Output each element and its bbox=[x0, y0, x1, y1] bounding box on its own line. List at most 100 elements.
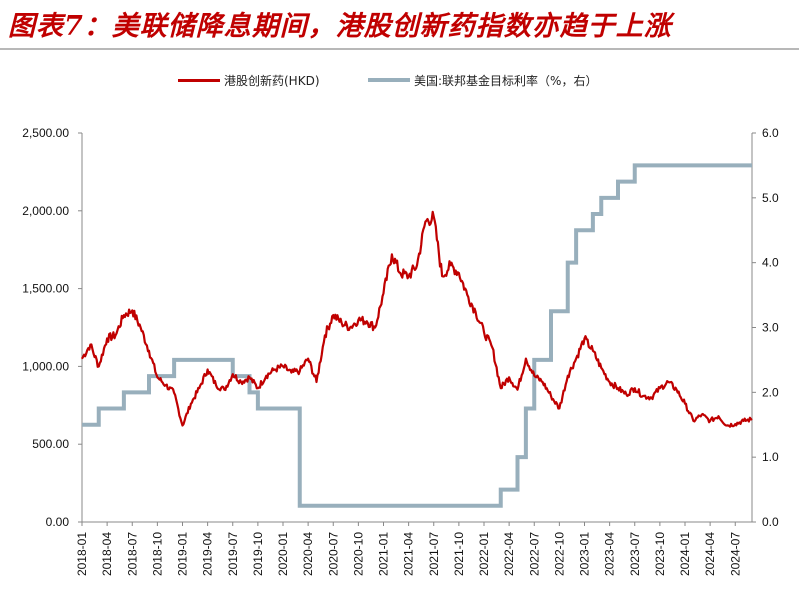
index-point bbox=[324, 334, 326, 336]
index-point bbox=[223, 389, 225, 391]
index-point bbox=[332, 314, 334, 316]
index-point bbox=[198, 387, 200, 389]
index-point bbox=[617, 387, 619, 389]
index-point bbox=[667, 381, 669, 383]
y-left-tick-label: 0.00 bbox=[46, 515, 70, 529]
index-point bbox=[567, 375, 569, 377]
legend-label-index: 港股创新药(HKD) bbox=[224, 73, 320, 88]
x-tick-label: 2018-01 bbox=[75, 532, 89, 576]
index-point bbox=[165, 384, 167, 386]
x-tick-label: 2019-07 bbox=[226, 532, 240, 576]
index-point bbox=[449, 264, 452, 266]
index-point bbox=[433, 216, 435, 218]
index-point bbox=[341, 322, 343, 324]
index-point bbox=[575, 358, 577, 360]
index-point bbox=[583, 337, 586, 339]
x-tick-label: 2021-07 bbox=[427, 532, 441, 576]
x-tick-label: 2023-10 bbox=[653, 532, 667, 576]
index-point bbox=[290, 372, 292, 374]
index-point bbox=[684, 403, 686, 405]
index-point bbox=[508, 376, 510, 378]
x-tick-label: 2022-07 bbox=[527, 532, 541, 576]
index-point bbox=[106, 337, 108, 339]
x-tick-label: 2020-10 bbox=[351, 532, 365, 576]
y-right-tick-label: 0.0 bbox=[762, 515, 779, 529]
index-point bbox=[265, 375, 267, 377]
index-point bbox=[609, 381, 611, 383]
index-point bbox=[650, 396, 653, 399]
axes: 0.00 500.00 1,000.00 1,500.00 2,000.00 2,500.… bbox=[22, 126, 779, 576]
index-point bbox=[114, 334, 117, 336]
index-point bbox=[692, 420, 694, 422]
index-point bbox=[550, 395, 552, 397]
index-point bbox=[600, 367, 602, 369]
index-line bbox=[81, 210, 753, 428]
x-tick-label: 2024-07 bbox=[728, 532, 742, 576]
y-right-tick-label: 3.0 bbox=[762, 321, 779, 335]
index-point bbox=[458, 272, 460, 274]
legend-label-rate: 美国:联邦基金目标利率（%，右） bbox=[414, 73, 598, 88]
index-point bbox=[349, 326, 351, 329]
x-tick-label: 2018-07 bbox=[125, 532, 139, 576]
index-point bbox=[416, 264, 418, 266]
index-point bbox=[282, 365, 284, 367]
index-point bbox=[659, 387, 661, 389]
y-left-tick-label: 2,000.00 bbox=[22, 204, 69, 218]
index-point bbox=[274, 368, 276, 371]
y-left-tick-label: 1,500.00 bbox=[22, 282, 69, 296]
index-point bbox=[483, 331, 485, 333]
index-point bbox=[542, 381, 544, 383]
series-fed-rate bbox=[82, 163, 752, 508]
y-right-tick-label: 5.0 bbox=[762, 191, 779, 205]
x-tick-label: 2021-04 bbox=[402, 532, 416, 576]
index-point bbox=[181, 424, 184, 427]
index-point bbox=[98, 365, 100, 367]
index-point bbox=[140, 326, 142, 329]
index-point bbox=[734, 423, 736, 425]
x-tick-label: 2023-01 bbox=[578, 532, 592, 576]
index-point bbox=[525, 358, 527, 360]
index-point bbox=[207, 368, 209, 371]
index-point bbox=[357, 319, 359, 321]
index-point bbox=[366, 320, 368, 322]
index-point bbox=[516, 389, 519, 391]
index-point bbox=[190, 403, 192, 405]
x-tick-label: 2019-10 bbox=[251, 532, 265, 576]
index-point bbox=[123, 314, 125, 316]
y-right-tick-label: 1.0 bbox=[762, 450, 779, 464]
index-point bbox=[89, 344, 91, 346]
index-point bbox=[533, 375, 535, 377]
index-point bbox=[642, 395, 644, 397]
index-point bbox=[257, 387, 259, 389]
series-index bbox=[81, 210, 753, 428]
x-tick-label: 2024-01 bbox=[678, 532, 692, 576]
index-point bbox=[215, 384, 217, 386]
y-right-tick-label: 6.0 bbox=[762, 126, 779, 140]
index-point bbox=[148, 350, 150, 352]
index-point bbox=[634, 387, 636, 389]
title-divider bbox=[0, 48, 799, 50]
index-point bbox=[232, 373, 234, 375]
legend-swatch-index bbox=[178, 78, 220, 82]
index-point bbox=[625, 393, 627, 396]
index-point bbox=[441, 275, 443, 277]
index-point bbox=[751, 418, 753, 420]
index-point bbox=[592, 350, 594, 352]
y-left-tick-label: 1,000.00 bbox=[22, 359, 69, 373]
x-tick-label: 2021-10 bbox=[452, 532, 466, 576]
x-tick-label: 2021-01 bbox=[377, 532, 391, 576]
index-point bbox=[399, 272, 401, 274]
x-tick-label: 2018-10 bbox=[150, 532, 164, 576]
index-point bbox=[156, 376, 158, 378]
y-right-tick-label: 4.0 bbox=[762, 256, 779, 270]
index-point bbox=[173, 392, 175, 394]
x-tick-label: 2020-07 bbox=[326, 532, 340, 576]
chart-title: 图表7：美联储降息期间，港股创新药指数亦趋于上涨 bbox=[8, 11, 672, 42]
x-tick-label: 2023-07 bbox=[628, 532, 642, 576]
index-point bbox=[315, 381, 318, 383]
index-point bbox=[709, 420, 711, 422]
index-point bbox=[424, 221, 426, 223]
index-point bbox=[81, 358, 83, 360]
index-point bbox=[382, 292, 385, 294]
legend-swatch-rate bbox=[368, 78, 410, 82]
